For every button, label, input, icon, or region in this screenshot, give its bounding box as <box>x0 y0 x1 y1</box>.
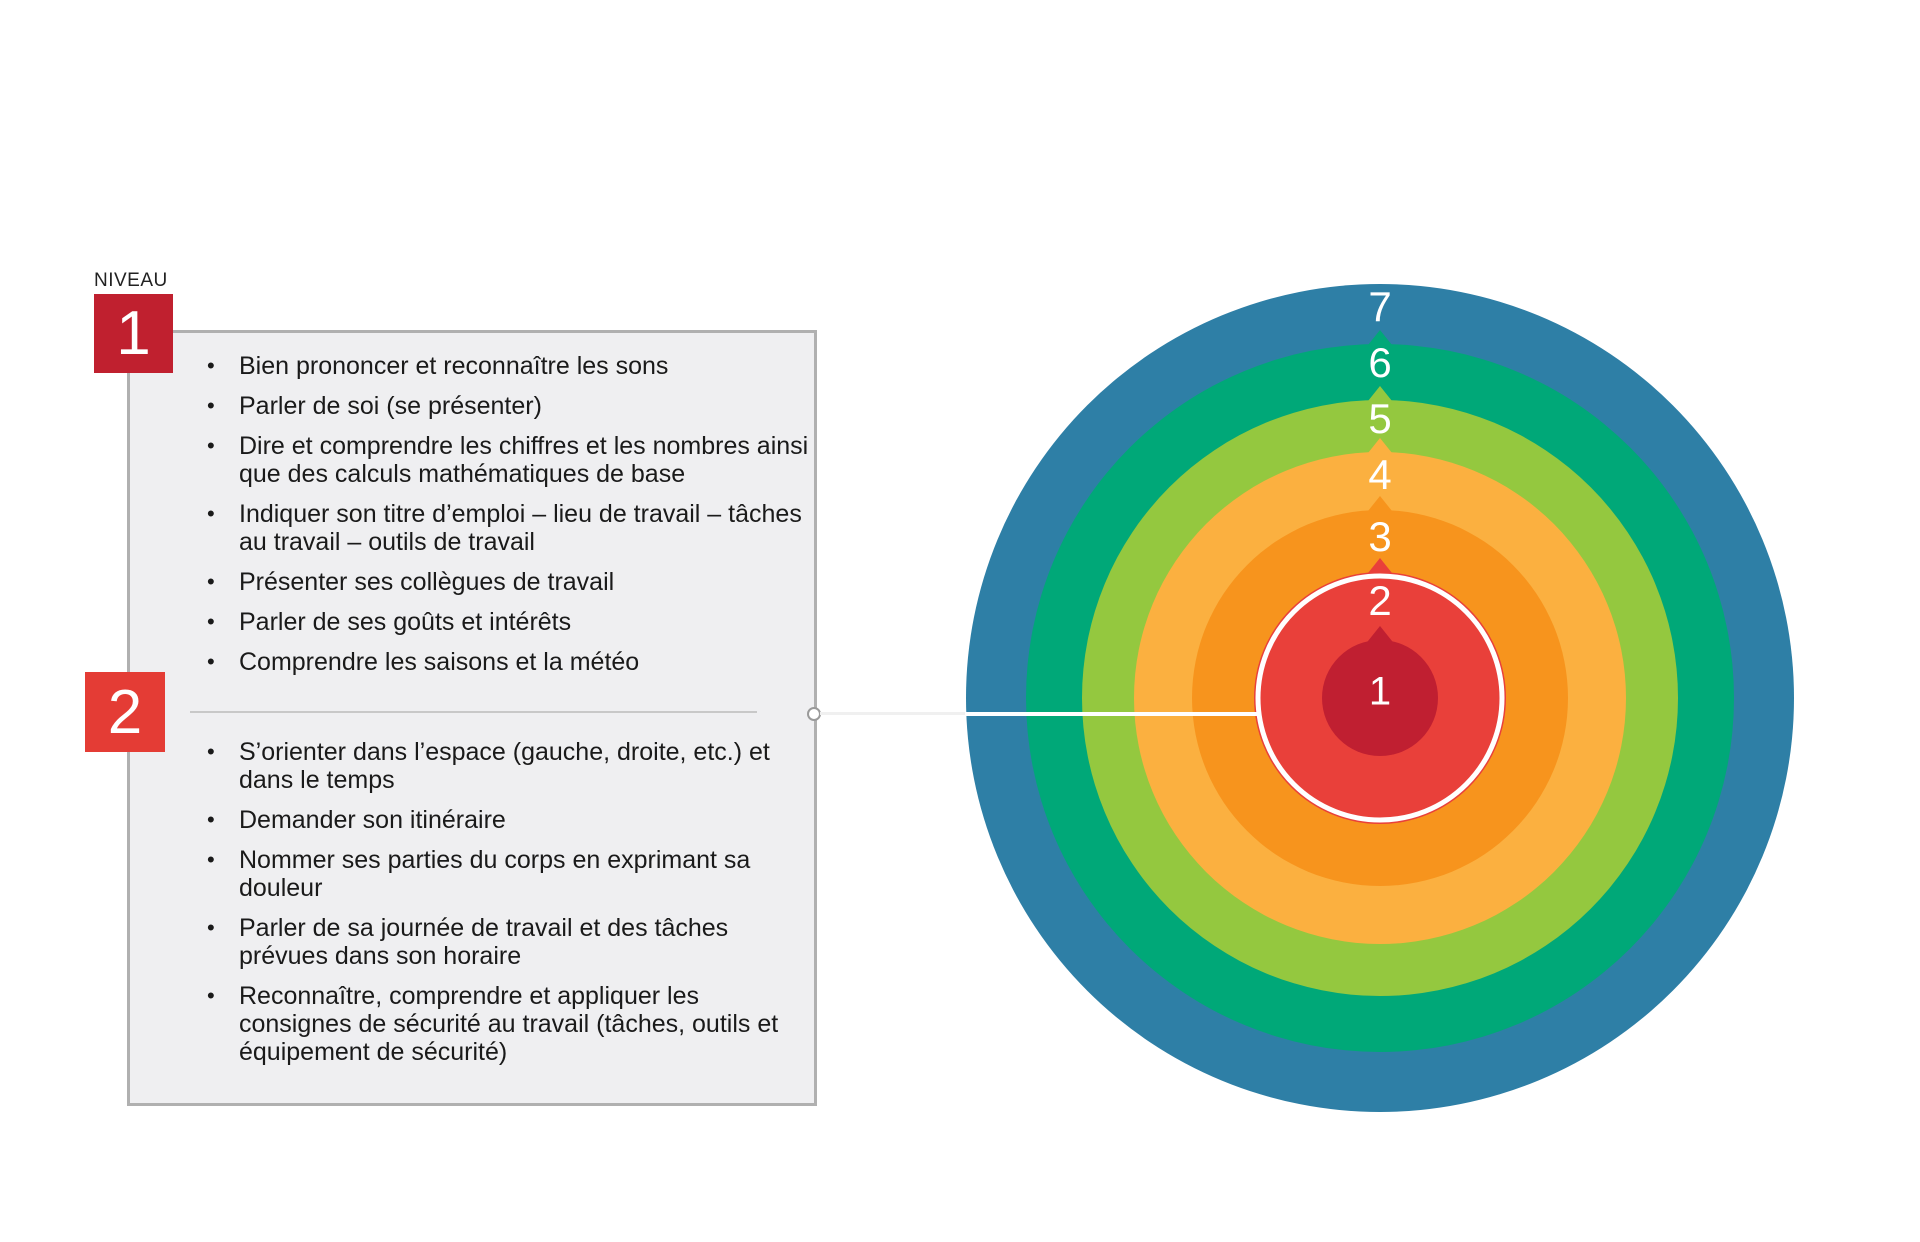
ring-notch-2 <box>1364 558 1396 578</box>
level-divider <box>190 711 757 713</box>
ring-label-1: 1 <box>1369 670 1391 714</box>
ring-label-3: 3 <box>1368 513 1391 560</box>
niveau-label: NIVEAU <box>94 270 168 291</box>
list-item: S’orienter dans l’espace (gauche, droite… <box>207 738 809 794</box>
target-rings <box>966 284 1794 1112</box>
ring-label-5: 5 <box>1368 395 1391 442</box>
ring-labels: 7 6 5 4 3 2 1 <box>1368 283 1391 713</box>
list-item: Dire et comprendre les chiffres et les n… <box>207 432 809 488</box>
connector-line-faint <box>820 712 965 715</box>
list-item: Nommer ses parties du corps en exprimant… <box>207 846 809 902</box>
list-item: Indiquer son titre d’emploi – lieu de tr… <box>207 500 809 556</box>
list-item: Comprendre les saisons et la météo <box>207 648 809 676</box>
list-item: Parler de sa journée de travail et des t… <box>207 914 809 970</box>
ring-notch-5 <box>1364 386 1396 406</box>
list-item: Présenter ses collègues de travail <box>207 568 809 596</box>
list-item: Bien prononcer et reconnaître les sons <box>207 352 809 380</box>
ring-notch-3 <box>1364 496 1396 516</box>
ring-label-6: 6 <box>1368 339 1391 386</box>
ring-label-4: 4 <box>1368 451 1391 498</box>
ring-notch-6 <box>1364 330 1396 350</box>
list-item: Parler de soi (se présenter) <box>207 392 809 420</box>
list-item: Parler de ses goûts et intérêts <box>207 608 809 636</box>
ring-level-1 <box>1322 640 1438 756</box>
ring-label-7: 7 <box>1368 283 1391 330</box>
list-item: Demander son itinéraire <box>207 806 809 834</box>
ring-notch-4 <box>1364 438 1396 458</box>
ring-notch-1 <box>1364 626 1396 646</box>
level-1-list: Bien prononcer et reconnaître les sons P… <box>207 352 809 688</box>
level-1-badge: 1 <box>94 294 173 373</box>
level-2-highlight-ring <box>1255 573 1505 823</box>
level-2-list: S’orienter dans l’espace (gauche, droite… <box>207 738 809 1078</box>
list-item: Reconnaître, comprendre et appliquer les… <box>207 982 809 1066</box>
ring-label-2: 2 <box>1368 577 1391 624</box>
level-2-badge: 2 <box>85 672 165 752</box>
